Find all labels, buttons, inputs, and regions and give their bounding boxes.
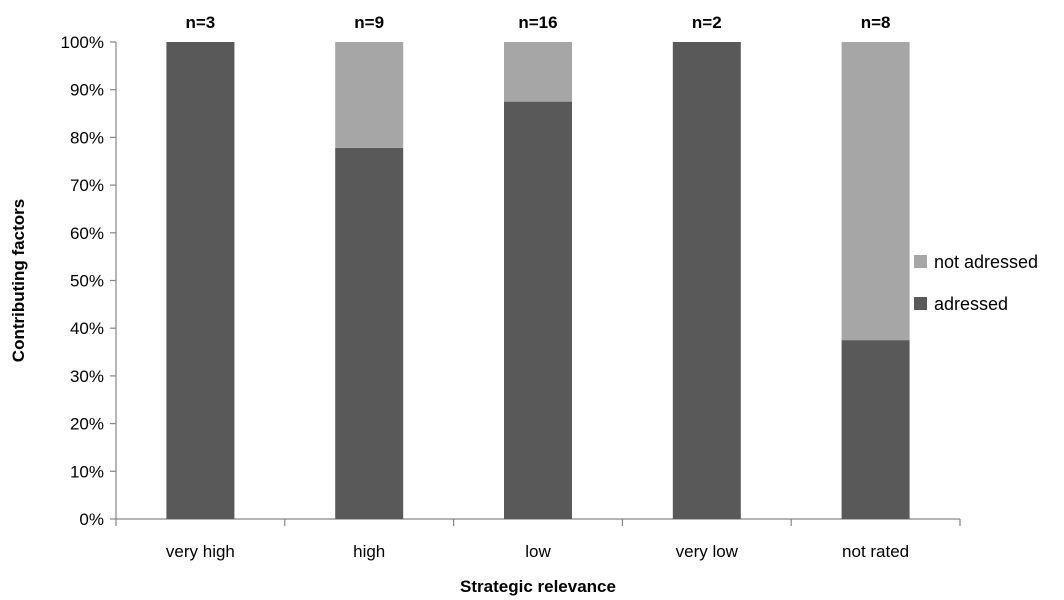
legend-label: not adressed — [934, 252, 1038, 272]
y-tick-label: 100% — [61, 33, 104, 52]
legend: not adressed adressed — [914, 252, 1038, 314]
bar-segment-adressed — [504, 101, 572, 519]
bar-data-label: n=3 — [186, 13, 216, 32]
x-tick-label: high — [353, 542, 385, 561]
data-labels: n=3 n=9 n=16 n=2 n=8 — [186, 13, 891, 32]
legend-swatch — [914, 297, 927, 310]
y-tick-label: 90% — [70, 81, 104, 100]
y-tick-label: 10% — [70, 462, 104, 481]
y-tick-label: 70% — [70, 176, 104, 195]
bar-data-label: n=9 — [354, 13, 384, 32]
x-tick-label: very high — [166, 542, 235, 561]
x-axis-labels: very high high low very low not rated — [166, 542, 909, 561]
bar-data-label: n=2 — [692, 13, 722, 32]
y-tick-label: 40% — [70, 319, 104, 338]
bar-segment-not-adressed — [841, 42, 910, 341]
bar-data-label: n=16 — [518, 13, 557, 32]
x-tick-label: low — [525, 542, 551, 561]
bar-segment-not-adressed — [335, 42, 404, 148]
y-tick-label: 80% — [70, 128, 104, 147]
y-tick-label: 20% — [70, 415, 104, 434]
bar-data-label: n=8 — [861, 13, 891, 32]
y-tick-label: 50% — [70, 272, 104, 291]
bar-segment-adressed — [166, 42, 235, 519]
bars — [166, 42, 910, 520]
bar-segment-adressed — [335, 147, 404, 520]
y-tick-label: 0% — [79, 510, 104, 529]
x-tick-label: very low — [676, 542, 739, 561]
y-tick-label: 30% — [70, 367, 104, 386]
x-tick-label: not rated — [842, 542, 909, 561]
bar-segment-not-adressed — [504, 42, 572, 102]
legend-swatch — [914, 255, 927, 268]
bar-segment-adressed — [672, 42, 741, 519]
legend-label: adressed — [934, 294, 1008, 314]
y-axis-ticks: 0% 10% 20% 30% 40% 50% 60% 70% 80% 90% 100% — [61, 33, 116, 529]
y-axis-title: Contributing factors — [9, 199, 28, 362]
x-axis-title: Strategic relevance — [460, 577, 616, 596]
bar-segment-adressed — [841, 340, 910, 519]
y-tick-label: 60% — [70, 224, 104, 243]
